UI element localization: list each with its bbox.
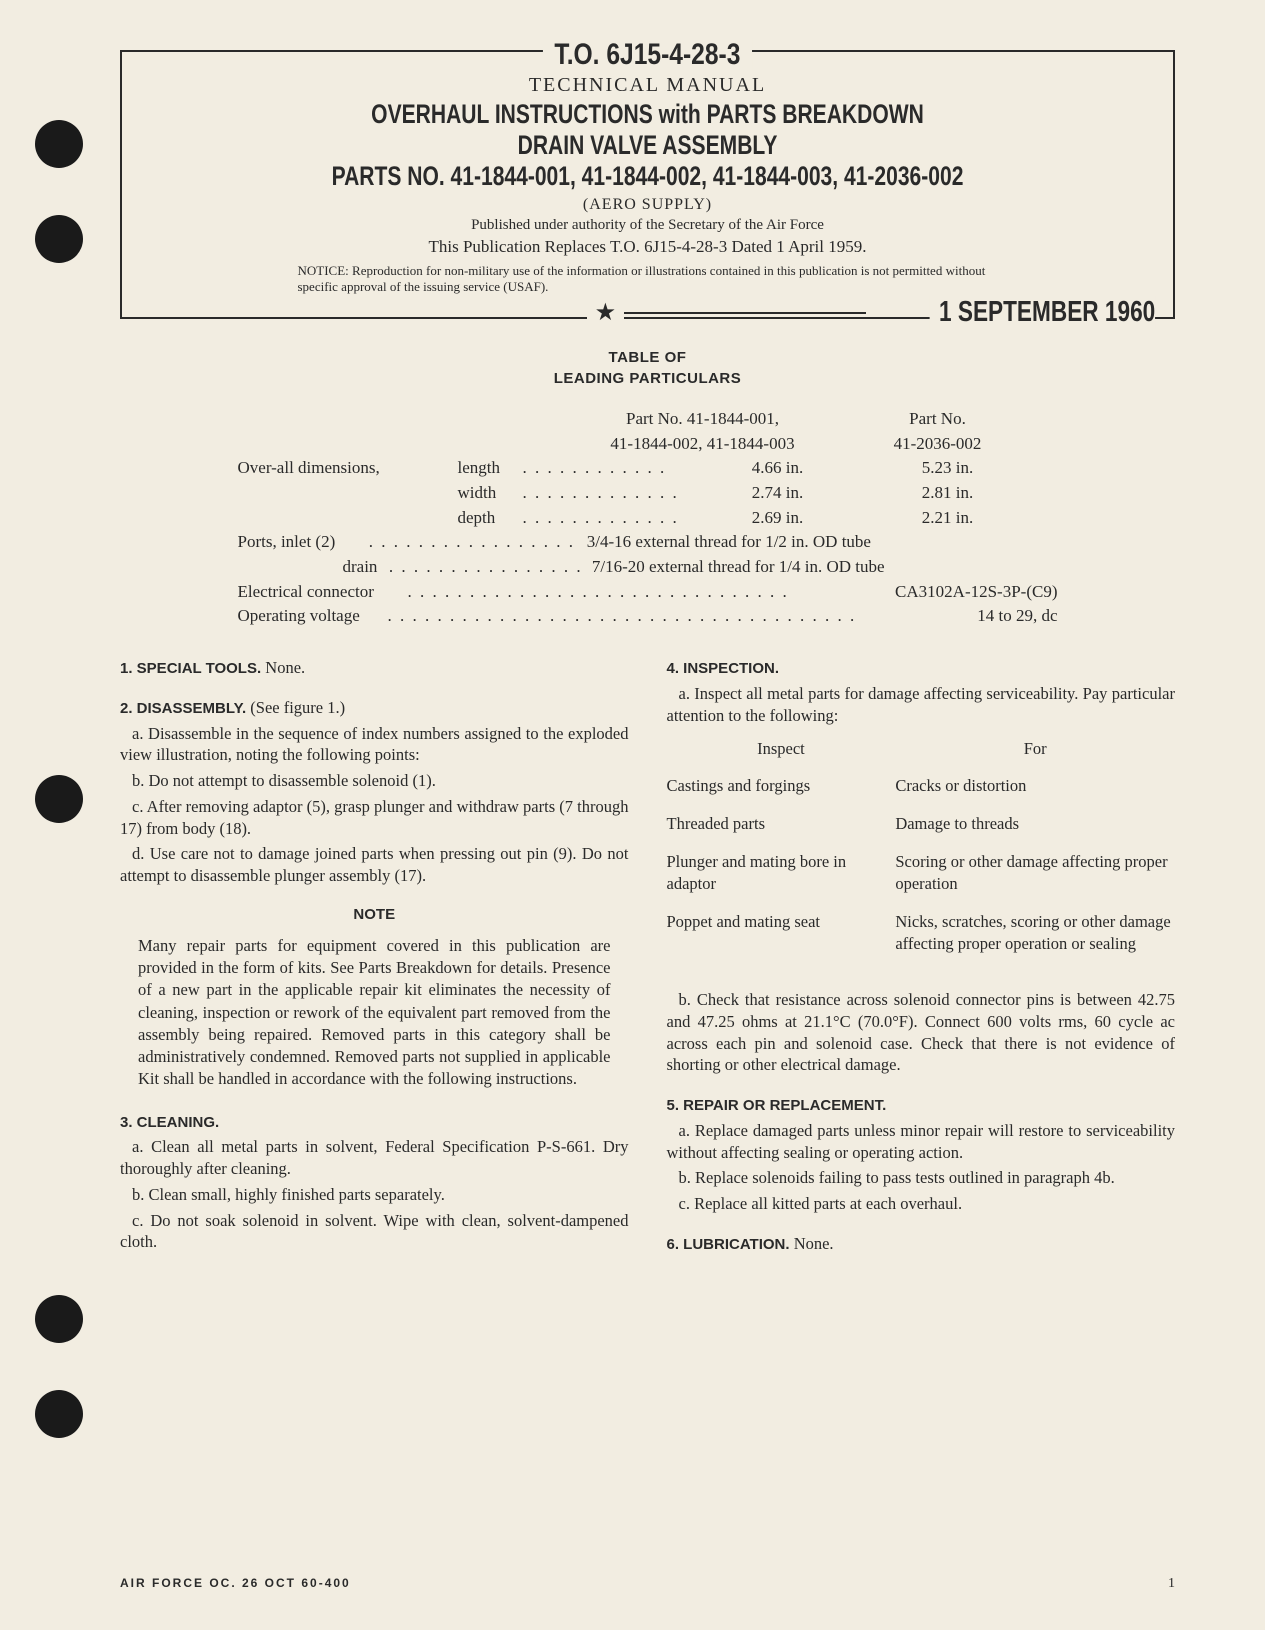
dots: . . . . . . . . . . . . . . . . . . . . …	[388, 604, 970, 629]
inspect-head-2: For	[895, 738, 1175, 760]
table-title-1: TABLE OF	[238, 347, 1058, 368]
header-box: T.O. 6J15-4-28-3 TECHNICAL MANUAL OVERHA…	[120, 50, 1175, 319]
title-line-3: PARTS NO. 41-1844-001, 41-1844-002, 41-1…	[252, 161, 1044, 192]
inspect-r1c1: Castings and forgings	[667, 775, 896, 799]
inspect-r3c2: Scoring or other damage affecting proper…	[895, 851, 1175, 897]
punch-hole	[35, 120, 83, 168]
ports-inlet-value: 3/4-16 external thread for 1/2 in. OD tu…	[579, 530, 1058, 555]
ports-drain-value: 7/16-20 external thread for 1/4 in. OD t…	[584, 555, 1058, 580]
inspect-r3c1: Plunger and mating bore in adaptor	[667, 851, 896, 897]
inspect-r4c2: Nicks, scratches, scoring or other damag…	[895, 911, 1175, 956]
section-3c: c. Do not soak solenoid in solvent. Wipe…	[120, 1210, 629, 1254]
page-footer: AIR FORCE OC. 26 OCT 60-400 1	[120, 1576, 1175, 1592]
punch-hole	[35, 775, 83, 823]
section-2b: b. Do not attempt to disassemble solenoi…	[120, 770, 629, 792]
dots: . . . . . . . . . . . . . . . . . . .	[369, 530, 579, 555]
section-3a: a. Clean all metal parts in solvent, Fed…	[120, 1136, 629, 1180]
section-2-head: 2. DISASSEMBLY.	[120, 700, 246, 717]
elec-connector-label: Electrical connector	[238, 580, 408, 605]
inspect-head-1: Inspect	[667, 738, 896, 760]
to-number: T.O. 6J15-4-28-3	[543, 38, 752, 72]
section-2a: a. Disassemble in the sequence of index …	[120, 723, 629, 767]
aero-supply-label: (AERO SUPPLY)	[140, 196, 1155, 214]
inspection-table: Inspect Castings and forgings Threaded p…	[667, 738, 1176, 969]
section-4b: b. Check that resistance across solenoid…	[667, 989, 1176, 1076]
leading-particulars-table: TABLE OF LEADING PARTICULARS Part No. 41…	[238, 347, 1058, 629]
replaces-line: This Publication Replaces T.O. 6J15-4-28…	[140, 237, 1155, 257]
depth-v1: 2.69 in.	[683, 506, 873, 531]
inspect-r4c1: Poppet and mating seat	[667, 911, 896, 935]
col2-header-2: 41-2036-002	[838, 432, 1038, 457]
punch-hole	[35, 215, 83, 263]
star-icon: ★	[587, 298, 625, 327]
title-line-1: OVERHAUL INSTRUCTIONS with PARTS BREAKDO…	[252, 99, 1044, 130]
depth-label: depth	[458, 506, 523, 531]
inspect-r2c2: Damage to threads	[895, 813, 1175, 837]
page-number: 1	[1168, 1576, 1175, 1592]
notice-text: NOTICE: Reproduction for non-military us…	[298, 263, 998, 294]
technical-manual-label: TECHNICAL MANUAL	[140, 74, 1155, 97]
length-label: length	[458, 456, 523, 481]
section-4a: a. Inspect all metal parts for damage af…	[667, 683, 1176, 727]
title-line-2: DRAIN VALVE ASSEMBLY	[252, 130, 1044, 161]
elec-connector-value: CA3102A-12S-3P-(C9)	[887, 580, 1057, 605]
dots: . . . . . . . . . . . . . . . . . . . . …	[408, 580, 888, 605]
length-v1: 4.66 in.	[683, 456, 873, 481]
note-body: Many repair parts for equipment covered …	[120, 935, 629, 1091]
section-5-head: 5. REPAIR OR REPLACEMENT.	[667, 1097, 887, 1114]
depth-v2: 2.21 in.	[873, 506, 1023, 531]
punch-hole	[35, 1390, 83, 1438]
dots: . . . . . . . . . . . . .	[523, 481, 683, 506]
section-2c: c. After removing adaptor (5), grasp plu…	[120, 796, 629, 840]
ports-drain-label: drain	[343, 555, 389, 580]
right-column: 4. INSPECTION. a. Inspect all metal part…	[667, 657, 1176, 1259]
ports-inlet-label: Ports, inlet (2)	[238, 530, 369, 555]
section-1-head: 1. SPECIAL TOOLS.	[120, 660, 261, 677]
col2-header-1: Part No.	[838, 407, 1038, 432]
section-5b: b. Replace solenoids failing to pass tes…	[667, 1167, 1176, 1189]
dots: . . . . . . . . . . . .	[523, 456, 683, 481]
inspect-r2c1: Threaded parts	[667, 813, 896, 837]
published-authority: Published under authority of the Secreta…	[140, 217, 1155, 234]
col1-header-1: Part No. 41-1844-001,	[568, 407, 838, 432]
length-v2: 5.23 in.	[873, 456, 1023, 481]
section-3-head: 3. CLEANING.	[120, 1114, 219, 1131]
section-5a: a. Replace damaged parts unless minor re…	[667, 1120, 1176, 1164]
dim-label: Over-all dimensions,	[238, 456, 458, 481]
operating-voltage-label: Operating voltage	[238, 604, 388, 629]
publication-date: 1 SEPTEMBER 1960	[929, 296, 1155, 329]
punch-hole	[35, 1295, 83, 1343]
section-6-body: None.	[790, 1234, 834, 1253]
section-4-head: 4. INSPECTION.	[667, 660, 780, 677]
left-column: 1. SPECIAL TOOLS. None. 2. DISASSEMBLY. …	[120, 657, 629, 1259]
col1-header-2: 41-1844-002, 41-1844-003	[568, 432, 838, 457]
operating-voltage-value: 14 to 29, dc	[969, 604, 1057, 629]
dots: . . . . . . . . . . . . . . . . . . . .	[389, 555, 584, 580]
section-2-body: (See figure 1.)	[246, 698, 345, 717]
section-5c: c. Replace all kitted parts at each over…	[667, 1193, 1176, 1215]
table-title-2: LEADING PARTICULARS	[238, 368, 1058, 389]
footer-left: AIR FORCE OC. 26 OCT 60-400	[120, 1576, 351, 1592]
width-v1: 2.74 in.	[683, 481, 873, 506]
section-1-body: None.	[261, 658, 305, 677]
width-label: width	[458, 481, 523, 506]
inspect-r1c2: Cracks or distortion	[895, 775, 1175, 799]
section-3b: b. Clean small, highly finished parts se…	[120, 1184, 629, 1206]
section-2d: d. Use care not to damage joined parts w…	[120, 843, 629, 887]
width-v2: 2.81 in.	[873, 481, 1023, 506]
note-heading: NOTE	[120, 905, 629, 925]
dots: . . . . . . . . . . . . .	[523, 506, 683, 531]
section-6-head: 6. LUBRICATION.	[667, 1236, 790, 1253]
body-columns: 1. SPECIAL TOOLS. None. 2. DISASSEMBLY. …	[120, 657, 1175, 1259]
